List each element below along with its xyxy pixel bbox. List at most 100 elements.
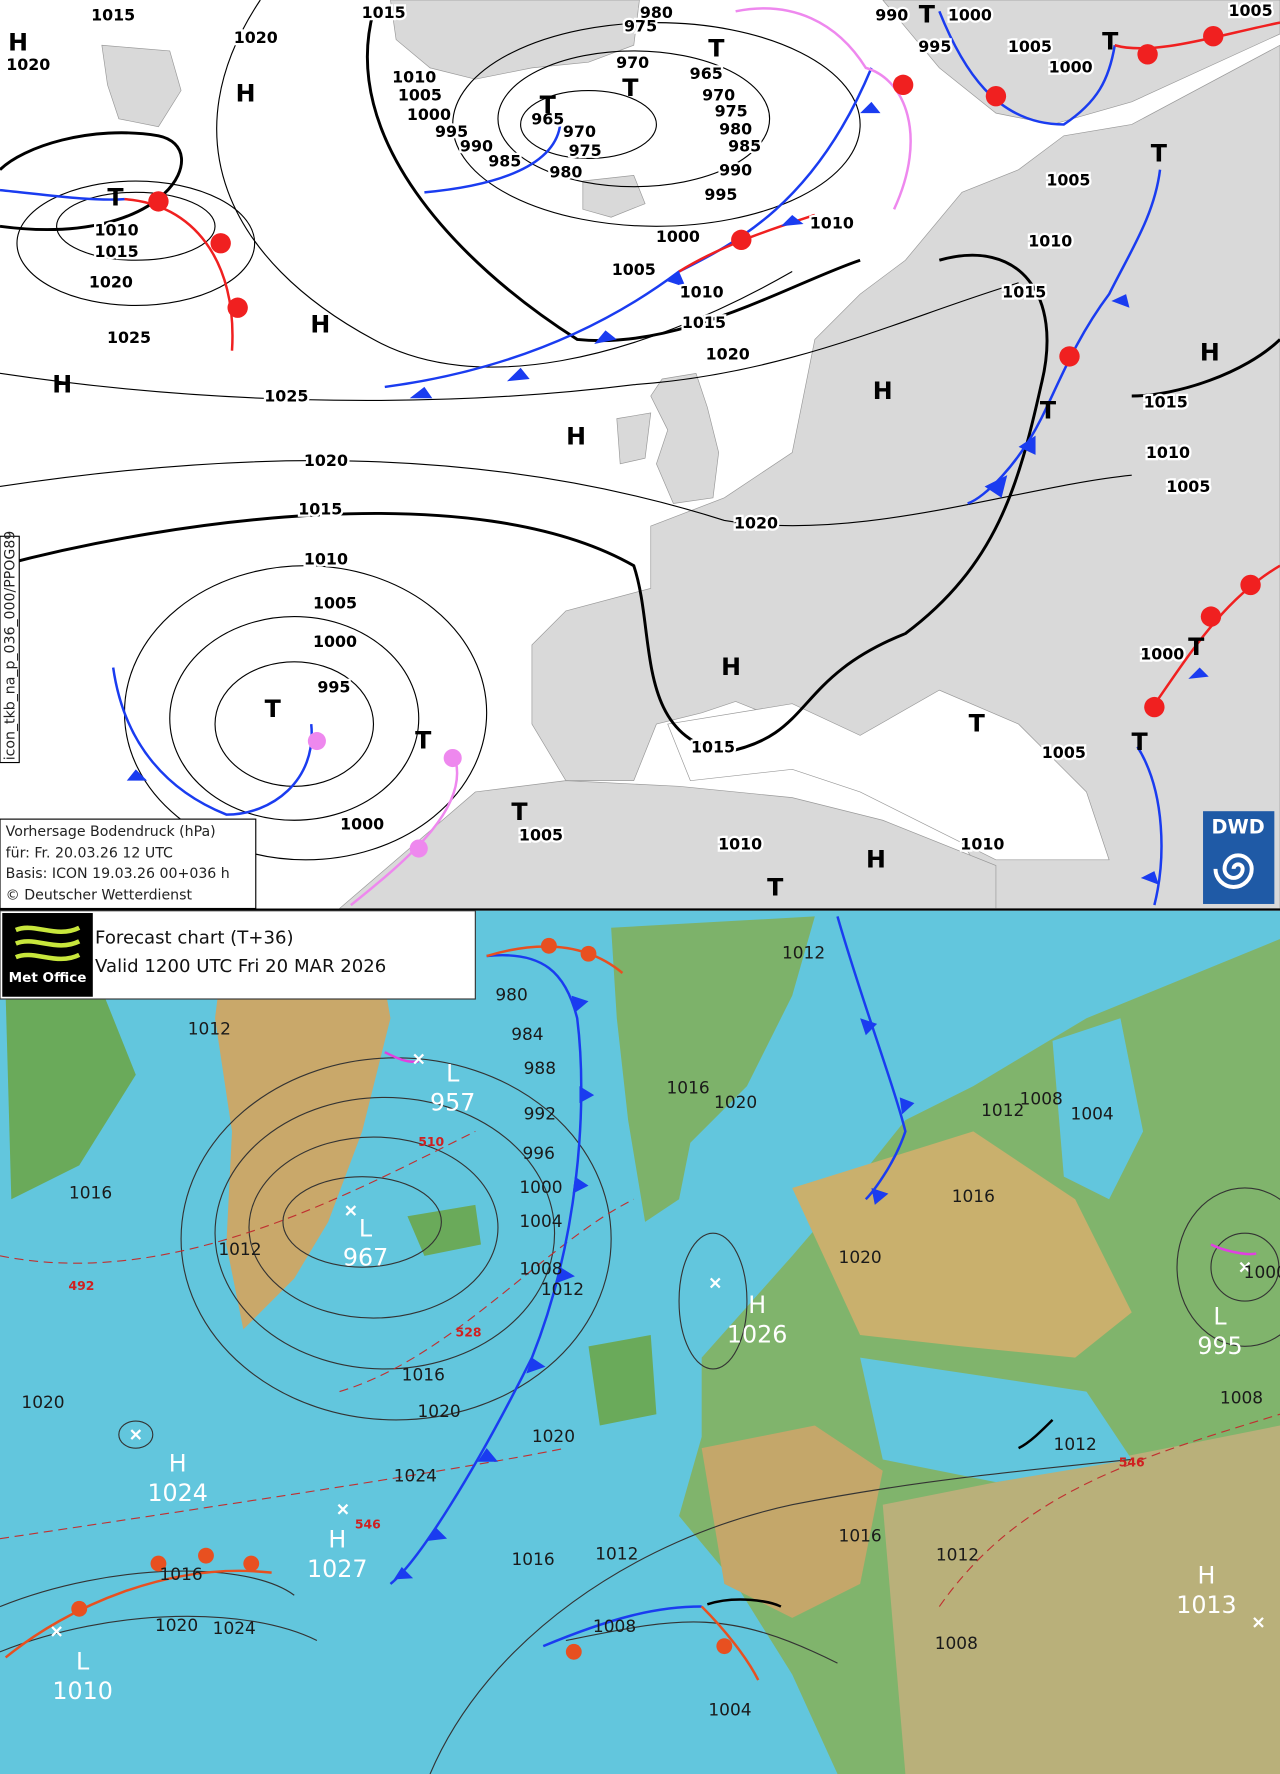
isobar-label: 1020 (304, 451, 348, 470)
isobar-label: 1010 (1146, 443, 1190, 462)
isobar-label: 1000 (313, 632, 357, 651)
isobar-label: 1016 (667, 1078, 710, 1098)
centre-letter: H (328, 1525, 346, 1553)
isobar-label: 1020 (21, 1393, 64, 1413)
mo-valid: Valid 1200 UTC Fri 20 MAR 2026 (95, 956, 386, 977)
isobar-label: 1020 (89, 272, 133, 291)
isobar-label: 980 (719, 120, 752, 139)
isobar-label: 1020 (418, 1402, 461, 1422)
isobar-label: 1012 (218, 1240, 261, 1260)
isobar-label: 1015 (691, 737, 735, 756)
centre-pressure: 957 (430, 1089, 475, 1117)
isobar-label: 1010 (95, 220, 139, 239)
isobar-label: 1016 (839, 1526, 882, 1546)
isobar-label: 990 (719, 160, 752, 179)
isobar-label: 1020 (839, 1248, 882, 1268)
isobar-label: 965 (690, 64, 723, 83)
isobar-label: 1024 (394, 1466, 437, 1486)
isobar-label: 1005 (519, 826, 563, 845)
pressure-centre: T (969, 710, 986, 738)
isobar-label: 970 (702, 86, 735, 105)
isobar-label: 975 (624, 17, 657, 36)
isobar-label: 1010 (680, 283, 724, 302)
isobar-label: 995 (704, 185, 737, 204)
isobar-label: 1010 (810, 214, 854, 233)
dwd-isobars (0, 0, 1132, 861)
isobar-label: 1020 (6, 55, 50, 74)
isobar-label: 1025 (264, 387, 308, 406)
isobar-label: 980 (495, 986, 527, 1006)
pressure-centre: H (236, 80, 256, 108)
side-label-box (0, 535, 20, 764)
centre-letter: L (446, 1059, 460, 1087)
centre-pressure: 967 (343, 1244, 388, 1272)
isobar-label: 975 (715, 102, 748, 121)
isobar-label: 1020 (234, 28, 278, 47)
isobar-label: 1020 (734, 513, 778, 532)
isobar-label: 1015 (682, 313, 726, 332)
mo-centre-marks (51, 1053, 1264, 1637)
centre-pressure: 1027 (307, 1555, 367, 1583)
isobar-label: 980 (549, 163, 582, 182)
centre-letter: H (169, 1450, 187, 1478)
isobar-label: 1025 (107, 328, 151, 347)
logo-text: DWD (1212, 816, 1265, 839)
thickness-label: 528 (456, 1324, 482, 1339)
isobar-label: 1020 (706, 345, 750, 364)
centre-pressure: 995 (1197, 1332, 1242, 1360)
centre-letter: L (76, 1648, 90, 1676)
isobar-label: 980 (640, 3, 673, 22)
isobar-label: 1008 (593, 1617, 636, 1637)
legend-line: Basis: ICON 19.03.26 00+036 h (6, 866, 230, 882)
isobar-label: 1012 (188, 1020, 231, 1040)
legend-line: © Deutscher Wetterdienst (6, 887, 193, 903)
mo-land (5, 916, 1280, 1774)
mo-isobars (0, 1057, 1280, 1774)
isobar-label: 985 (728, 137, 761, 156)
pressure-centre: T (708, 34, 725, 62)
thickness-label: 546 (1119, 1454, 1145, 1469)
pressure-centre: H (866, 845, 886, 873)
legend-box (0, 818, 257, 910)
isobar-label: 1015 (298, 500, 342, 519)
isobar-label: 1015 (1144, 392, 1188, 411)
dwd-map: icon_tkb_na_p_036_000/PPOG89 Vorhersage … (0, 0, 1280, 910)
isobar-label: 995 (918, 37, 951, 56)
side-label: icon_tkb_na_p_036_000/PPOG89 (3, 531, 19, 761)
isobar-label: 1008 (1220, 1388, 1263, 1408)
pressure-centre: T (919, 0, 936, 28)
isobar-label: 1004 (519, 1212, 562, 1232)
legend-line: Vorhersage Bodendruck (hPa) (6, 824, 216, 840)
pressure-centre: T (107, 184, 124, 212)
isobar-label: 1008 (519, 1259, 562, 1279)
mo-logo-waves (14, 925, 81, 962)
isobar-label: 1010 (718, 835, 762, 854)
isobar-label: 1000 (340, 814, 384, 833)
thickness-label: 492 (68, 1278, 94, 1293)
isobar-label: 1012 (782, 944, 825, 964)
isobar-label: 1004 (708, 1701, 751, 1721)
isobar-label: 1020 (155, 1616, 198, 1636)
isobar-label: 1015 (1002, 283, 1046, 302)
isobar-label: 1005 (1008, 37, 1052, 56)
pressure-centre: T (1188, 633, 1205, 661)
isobar-label: 1005 (1166, 477, 1210, 496)
centre-pressure: 1010 (52, 1677, 112, 1705)
isobar-label: 1000 (1140, 645, 1184, 664)
mo-title: Forecast chart (T+36) (95, 928, 294, 949)
mo-fronts (4, 916, 1257, 1681)
centre-letter: L (359, 1214, 373, 1242)
isobar-label: 990 (460, 137, 493, 156)
thickness-label: 546 (355, 1517, 381, 1532)
isobar-label: 996 (523, 1144, 555, 1164)
isobar-label: 1012 (541, 1280, 584, 1300)
dwd-land (101, 0, 1280, 909)
isobar-label: 970 (616, 53, 649, 72)
pressure-centre: T (1132, 728, 1149, 756)
isobar-label: 1015 (91, 5, 135, 24)
pressure-centre: T (1151, 140, 1168, 168)
mo-logo-text: Met Office (9, 970, 87, 986)
isobar-label: 1016 (159, 1565, 202, 1585)
isobar-label: 1016 (402, 1366, 445, 1386)
